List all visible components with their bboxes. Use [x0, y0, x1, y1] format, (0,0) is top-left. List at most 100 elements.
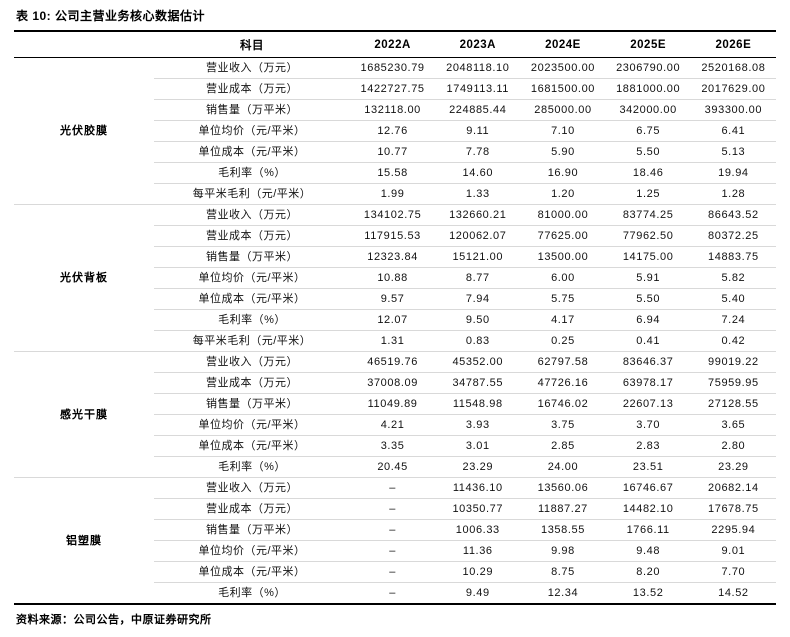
value-cell: 5.50 — [605, 288, 691, 310]
value-cell: 15121.00 — [435, 246, 521, 268]
value-cell: 2023500.00 — [520, 57, 606, 79]
row-label: 毛利率（%） — [154, 456, 350, 478]
value-cell: 9.50 — [435, 309, 521, 331]
group-label: 铝塑膜 — [14, 477, 154, 605]
value-cell: 2048118.10 — [435, 57, 521, 79]
header-row: 科目 2022A 2023A 2024E 2025E 2026E — [14, 31, 776, 58]
table-row: 毛利率（%） –9.49 12.34 13.52 14.52 — [14, 582, 776, 605]
value-cell: – — [350, 561, 436, 583]
header-year-2024e: 2024E — [520, 31, 606, 58]
value-cell: 7.70 — [690, 561, 776, 583]
value-cell: 16746.67 — [605, 477, 691, 499]
value-cell: 7.24 — [690, 309, 776, 331]
value-cell: 0.42 — [690, 330, 776, 352]
value-cell: 2.80 — [690, 435, 776, 457]
value-cell: 14175.00 — [605, 246, 691, 268]
value-cell: 77625.00 — [520, 225, 606, 247]
table-row: 单位均价（元/平米） 10.88 8.77 6.00 5.91 5.82 — [14, 267, 776, 289]
table-header: 科目 2022A 2023A 2024E 2025E 2026E — [14, 31, 776, 58]
value-cell: 0.83 — [435, 330, 521, 352]
value-cell: 11436.10 — [435, 477, 521, 499]
row-label: 营业成本（万元） — [154, 372, 350, 394]
value-cell: 1.33 — [435, 183, 521, 205]
value-cell: 2306790.00 — [605, 57, 691, 79]
row-label: 营业收入（万元） — [154, 477, 350, 499]
value-cell: 5.91 — [605, 267, 691, 289]
value-cell: 132118.00 — [350, 99, 436, 121]
value-cell: 5.40 — [690, 288, 776, 310]
row-label: 营业收入（万元） — [154, 204, 350, 226]
value-cell: 62797.58 — [520, 351, 606, 373]
table-row: 毛利率（%） 15.58 14.60 16.90 18.46 19.94 — [14, 162, 776, 184]
value-cell: 11.36 — [435, 540, 521, 562]
value-cell: 1006.33 — [435, 519, 521, 541]
header-subject: 科目 — [154, 31, 350, 58]
row-label: 单位成本（元/平米） — [154, 435, 350, 457]
row-label: 营业成本（万元） — [154, 498, 350, 520]
row-label: 每平米毛利（元/平米） — [154, 330, 350, 352]
value-cell: 10.29 — [435, 561, 521, 583]
value-cell: 5.50 — [605, 141, 691, 163]
value-cell: 14.60 — [435, 162, 521, 184]
table-title: 表 10: 公司主营业务核心数据估计 — [16, 9, 206, 23]
value-cell: 1766.11 — [605, 519, 691, 541]
value-cell: 8.75 — [520, 561, 606, 583]
value-cell: 11548.98 — [435, 393, 521, 415]
value-cell: 3.93 — [435, 414, 521, 436]
value-cell: 14.52 — [690, 582, 776, 605]
value-cell: 134102.75 — [350, 204, 436, 226]
value-cell: 46519.76 — [350, 351, 436, 373]
row-label: 销售量（万平米） — [154, 519, 350, 541]
value-cell: 4.21 — [350, 414, 436, 436]
value-cell: 11049.89 — [350, 393, 436, 415]
table-row: 销售量（万平米） 12323.84 15121.00 13500.00 14175.00… — [14, 246, 776, 268]
value-cell: 6.75 — [605, 120, 691, 142]
header-year-2026e: 2026E — [690, 31, 776, 58]
value-cell: 9.48 — [605, 540, 691, 562]
value-cell: – — [350, 498, 436, 520]
row-label: 毛利率（%） — [154, 162, 350, 184]
value-cell: 5.75 — [520, 288, 606, 310]
table-row: 毛利率（%） 12.07 9.50 4.17 6.94 7.24 — [14, 309, 776, 331]
row-label: 单位均价（元/平米） — [154, 414, 350, 436]
value-cell: 6.94 — [605, 309, 691, 331]
value-cell: 1422727.75 — [350, 78, 436, 100]
value-cell: 1.31 — [350, 330, 436, 352]
value-cell: 1.99 — [350, 183, 436, 205]
value-cell: 4.17 — [520, 309, 606, 331]
value-cell: 0.25 — [520, 330, 606, 352]
row-label: 毛利率（%） — [154, 309, 350, 331]
row-label: 销售量（万平米） — [154, 393, 350, 415]
table-row: 感光干膜 营业收入（万元） 46519.76 45352.00 62797.58 8364… — [14, 351, 776, 478]
table-row: 销售量（万平米） 11049.89 11548.98 16746.02 22607.13… — [14, 393, 776, 415]
table-row: 铝塑膜 营业收入（万元） –11436.10 13560.06 16746.67 2068… — [14, 477, 776, 605]
value-cell: 23.29 — [690, 456, 776, 478]
value-cell: 12.07 — [350, 309, 436, 331]
value-cell: 83646.37 — [605, 351, 691, 373]
value-cell: 23.51 — [605, 456, 691, 478]
value-cell: 1.20 — [520, 183, 606, 205]
value-cell: 1881000.00 — [605, 78, 691, 100]
value-cell: 6.00 — [520, 267, 606, 289]
value-cell: 3.65 — [690, 414, 776, 436]
value-cell: 18.46 — [605, 162, 691, 184]
value-cell: 8.20 — [605, 561, 691, 583]
value-cell: 81000.00 — [520, 204, 606, 226]
value-cell: 23.29 — [435, 456, 521, 478]
value-cell: 14883.75 — [690, 246, 776, 268]
group-label: 光伏胶膜 — [14, 57, 154, 205]
value-cell: 16746.02 — [520, 393, 606, 415]
table-row: 每平米毛利（元/平米） 1.99 1.33 1.20 1.25 1.28 — [14, 183, 776, 205]
row-label: 单位均价（元/平米） — [154, 540, 350, 562]
value-cell: 22607.13 — [605, 393, 691, 415]
source-note: 资料来源：公司公告，中原证券研究所 — [16, 614, 212, 626]
value-cell: 117915.53 — [350, 225, 436, 247]
value-cell: 9.98 — [520, 540, 606, 562]
value-cell: 12.76 — [350, 120, 436, 142]
value-cell: 3.70 — [605, 414, 691, 436]
value-cell: 2017629.00 — [690, 78, 776, 100]
table-row: 每平米毛利（元/平米） 1.31 0.83 0.25 0.41 0.42 — [14, 330, 776, 352]
value-cell: 34787.55 — [435, 372, 521, 394]
value-cell: 5.82 — [690, 267, 776, 289]
